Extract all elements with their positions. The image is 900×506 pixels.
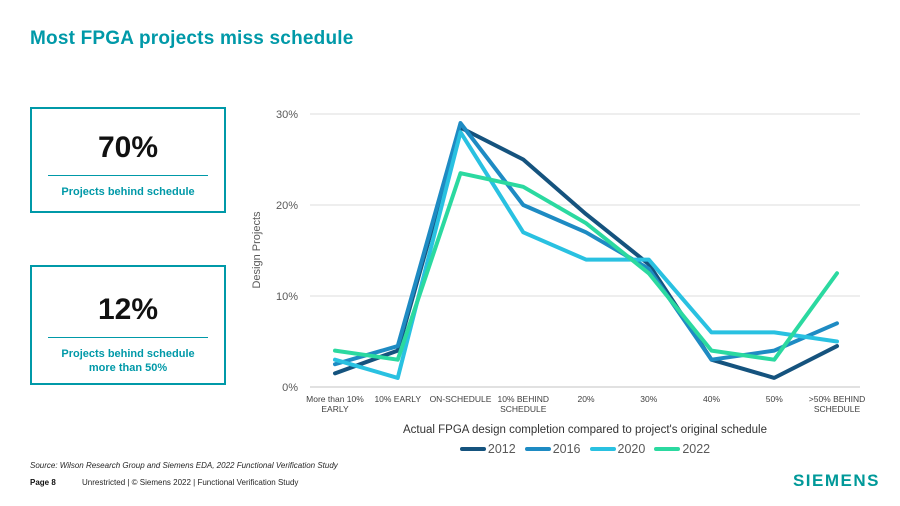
chart-canvas: 0% 10% 20% 30% More than 10% EARLY 10% EARLY ON… bbox=[276, 109, 865, 414]
x-tick-label: 30% bbox=[640, 394, 657, 404]
series-line-2012 bbox=[333, 125, 839, 380]
legend-item-2012: 2012 bbox=[459, 442, 516, 456]
stat-label-line2: more than 50% bbox=[88, 362, 168, 374]
stat-value: 70% bbox=[97, 131, 159, 164]
x-tick-label: >50% BEHIND SCHEDULE bbox=[809, 394, 865, 414]
stat-divider bbox=[48, 337, 208, 338]
x-tick-label: 20% bbox=[577, 394, 594, 404]
page-title: Most FPGA projects miss schedule bbox=[30, 28, 354, 49]
legend-swatch-2016 bbox=[524, 447, 551, 451]
y-tick-label: 20% bbox=[276, 200, 298, 212]
series-line-2020 bbox=[333, 130, 839, 380]
x-tick-label: More than 10% EARLY bbox=[306, 394, 364, 414]
stat-value: 12% bbox=[97, 293, 159, 326]
stat-label: Projects behind schedule bbox=[61, 186, 195, 198]
stat-divider bbox=[48, 175, 208, 176]
chart-legend: 2012 2016 2020 2022 bbox=[310, 441, 860, 457]
y-tick-label: 10% bbox=[276, 291, 298, 303]
legend-item-2022: 2022 bbox=[654, 442, 710, 456]
line-chart: 0% 10% 20% 30% More than 10% EARLY 10% EARLY ON… bbox=[240, 95, 900, 440]
stat-box-behind-more-50: 12% Projects behind schedule more than 5… bbox=[30, 265, 226, 385]
legend-swatch-2020 bbox=[589, 447, 616, 451]
legend-label: 2016 bbox=[552, 442, 581, 456]
y-tick-label: 0% bbox=[282, 382, 298, 394]
series-line-2022 bbox=[333, 171, 839, 362]
siemens-logo: SIEMENS bbox=[792, 471, 880, 490]
legend-item-2016: 2016 bbox=[524, 442, 581, 456]
y-tick-label: 30% bbox=[276, 109, 298, 121]
stat-label-line1: Projects behind schedule bbox=[61, 348, 195, 360]
x-tick-label: ON-SCHEDULE bbox=[430, 394, 492, 404]
classification-text: Unrestricted | © Siemens 2022 | Function… bbox=[82, 478, 299, 487]
stat-label: Projects behind schedule more than 50% bbox=[32, 347, 224, 375]
source-note: Source: Wilson Research Group and Siemen… bbox=[30, 461, 338, 470]
legend-label: 2020 bbox=[617, 442, 646, 456]
x-tick-label: 10% BEHIND SCHEDULE bbox=[498, 394, 550, 414]
x-tick-label: 40% bbox=[703, 394, 720, 404]
x-axis-title: Actual FPGA design completion compared t… bbox=[402, 424, 767, 436]
x-tick-label: 10% EARLY bbox=[374, 394, 421, 404]
legend-swatch-2022 bbox=[654, 447, 681, 451]
footer-meta: Page 8 Unrestricted | © Siemens 2022 | F… bbox=[30, 478, 298, 487]
y-axis-title: Design Projects bbox=[251, 211, 263, 289]
legend-label: 2022 bbox=[682, 442, 711, 456]
page-number: Page 8 bbox=[30, 478, 56, 487]
legend-swatch-2012 bbox=[459, 447, 486, 451]
x-tick-label: 50% bbox=[766, 394, 783, 404]
stat-box-behind-schedule: 70% Projects behind schedule bbox=[30, 107, 226, 213]
legend-label: 2012 bbox=[487, 442, 516, 456]
series-line-2016 bbox=[333, 121, 839, 367]
legend-item-2020: 2020 bbox=[589, 442, 646, 456]
